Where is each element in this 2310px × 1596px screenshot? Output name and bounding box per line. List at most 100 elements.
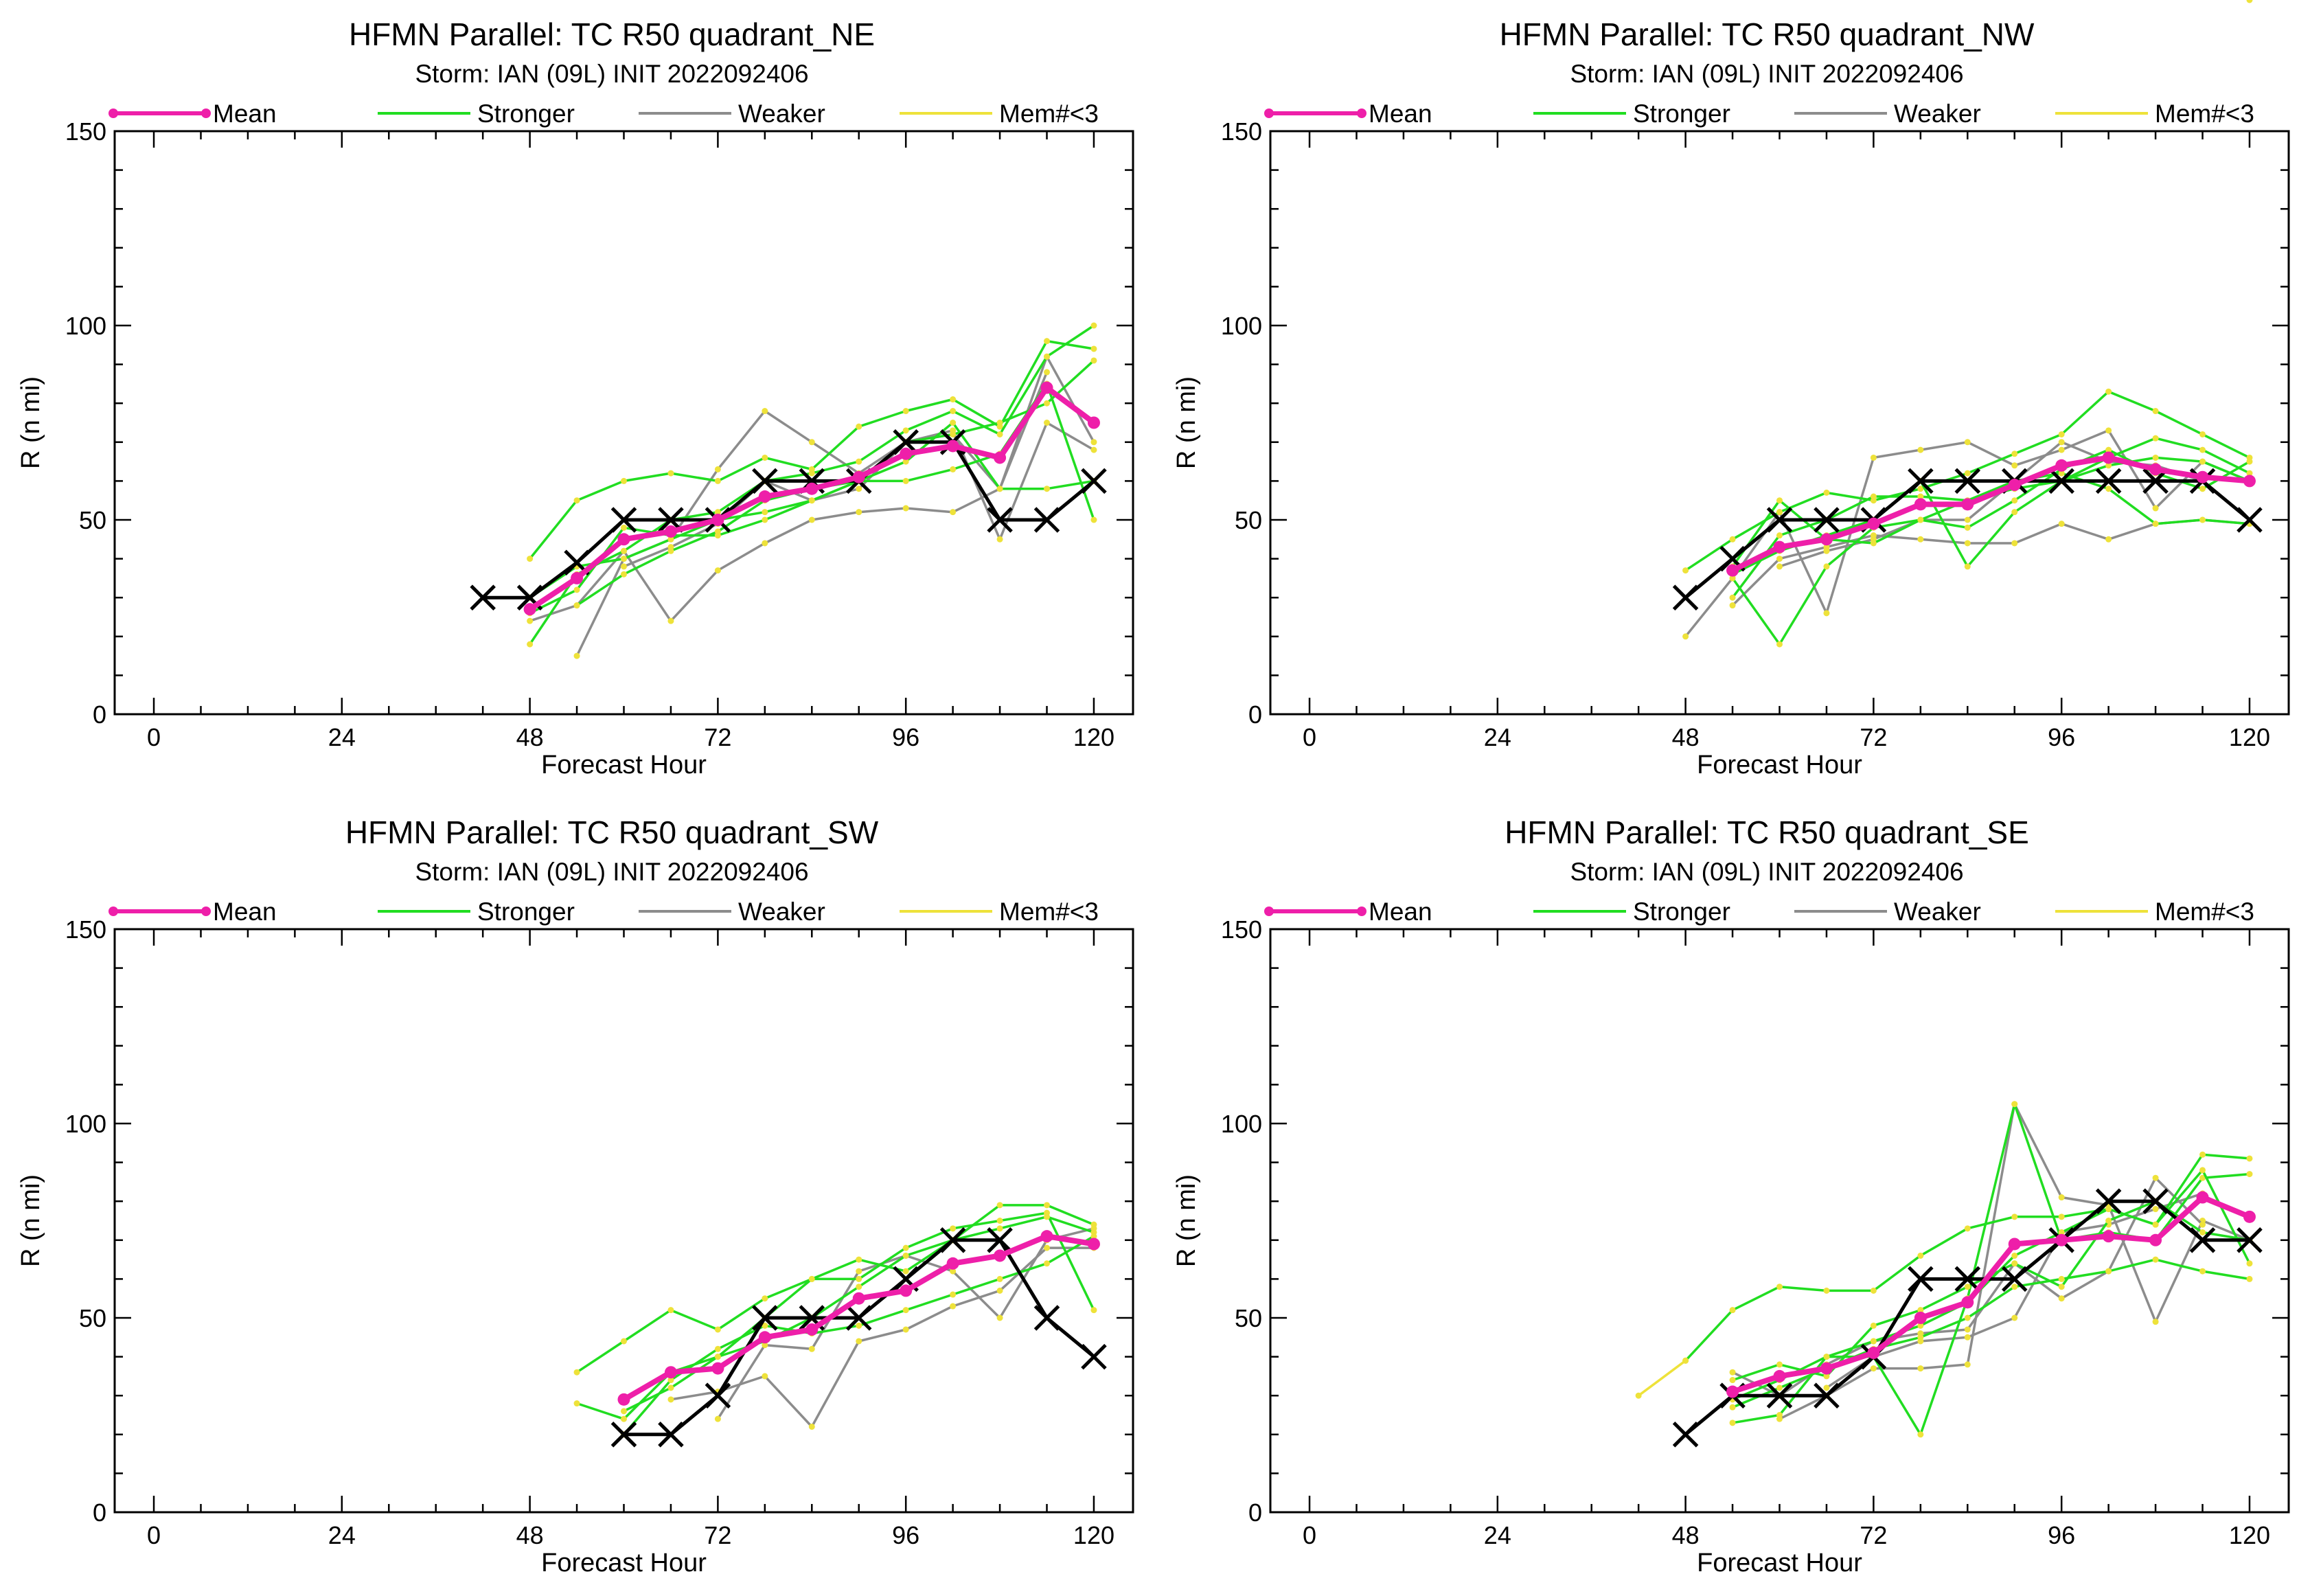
legend-item-mean: Mean bbox=[108, 898, 277, 926]
mean-point bbox=[617, 1393, 630, 1406]
stronger-member-point bbox=[714, 509, 721, 516]
stronger-member-point bbox=[2152, 1221, 2159, 1228]
mean-point bbox=[805, 1323, 819, 1336]
weaker-member-point bbox=[2152, 505, 2159, 512]
stronger-member-point bbox=[902, 408, 909, 415]
best-track-marker bbox=[1908, 1266, 1934, 1292]
stronger-member-point bbox=[996, 1275, 1003, 1282]
x-axis-label: Forecast Hour bbox=[1697, 751, 1862, 779]
stronger-member-point bbox=[2011, 1284, 2018, 1290]
x-tick-label: 24 bbox=[1484, 1521, 1511, 1549]
weaker-member-point bbox=[1964, 1361, 1971, 1368]
stronger-member-point bbox=[762, 1295, 768, 1302]
mean-point bbox=[2008, 1238, 2021, 1251]
stronger-member-point bbox=[1917, 1307, 1924, 1314]
x-tick-label: 96 bbox=[892, 723, 919, 751]
weaker-member-point bbox=[1870, 454, 1877, 461]
stronger-member-line bbox=[576, 1204, 1095, 1373]
weaker-member-point bbox=[1870, 1365, 1877, 1372]
stronger-member-point bbox=[902, 1307, 909, 1314]
member-lt3-line bbox=[1638, 1359, 1686, 1397]
best-track-marker bbox=[1672, 584, 1699, 611]
mean-point bbox=[1040, 381, 1053, 394]
mean-point bbox=[2243, 1210, 2256, 1223]
legend-label: Mean bbox=[213, 898, 277, 926]
stronger-member-point bbox=[902, 1244, 909, 1251]
stronger-member-point bbox=[2011, 1101, 2018, 1108]
weaker-member-point bbox=[1776, 556, 1783, 562]
chart-title: HFMN Parallel: TC R50 quadrant_NW bbox=[1500, 16, 2035, 52]
stronger-member-point bbox=[1729, 1420, 1736, 1426]
legend-item-mean: Mean bbox=[1264, 100, 1432, 128]
stronger-member-point bbox=[1044, 400, 1051, 407]
weaker-member-point bbox=[667, 617, 674, 624]
weaker-member-point bbox=[2058, 1194, 2065, 1201]
weaker-member-point bbox=[950, 509, 957, 516]
mean-point bbox=[2055, 459, 2068, 472]
y-tick-label: 100 bbox=[65, 1110, 106, 1138]
legend-item-mem-3: Mem#<3 bbox=[2055, 100, 2254, 128]
stronger-member-point bbox=[2246, 470, 2253, 477]
stronger-member-point bbox=[1044, 486, 1051, 492]
y-tick-label: 150 bbox=[1221, 915, 1262, 944]
best-track-marker bbox=[939, 1227, 966, 1253]
stronger-member-point bbox=[714, 1326, 721, 1333]
stronger-member-point bbox=[621, 556, 627, 562]
stronger-member-point bbox=[762, 454, 768, 461]
stronger-member-point bbox=[1776, 1384, 1783, 1391]
mean-point bbox=[1040, 1230, 1053, 1243]
mean-point bbox=[2102, 451, 2115, 464]
legend-marker bbox=[1357, 109, 1366, 118]
mean-point bbox=[994, 1249, 1007, 1262]
legend-marker bbox=[201, 907, 211, 916]
best-track-marker bbox=[987, 1227, 1013, 1253]
weaker-member-point bbox=[902, 505, 909, 512]
stronger-member-line bbox=[1732, 1258, 2250, 1409]
stronger-member-point bbox=[667, 470, 674, 477]
weaker-member-point bbox=[762, 540, 768, 547]
stronger-member-point bbox=[714, 532, 721, 539]
legend-item-weaker: Weaker bbox=[639, 100, 825, 128]
weaker-member-line bbox=[670, 1246, 1094, 1428]
legend-item-weaker: Weaker bbox=[1794, 898, 1981, 926]
mean-point bbox=[1087, 1238, 1100, 1251]
weaker-member-point bbox=[621, 563, 627, 570]
chart-panel-3: HFMN Parallel: TC R50 quadrant_SW Storm: … bbox=[16, 814, 1134, 1577]
legend-marker bbox=[1264, 907, 1274, 916]
x-tick-label: 0 bbox=[1303, 723, 1316, 751]
series-group bbox=[1635, 0, 2263, 1448]
weaker-member-point bbox=[856, 1338, 862, 1345]
mean-point bbox=[758, 490, 771, 503]
mean-line bbox=[1731, 1194, 2251, 1395]
stronger-member-point bbox=[996, 431, 1003, 437]
legend-item-mean: Mean bbox=[108, 100, 277, 128]
stronger-member-point bbox=[2011, 1252, 2018, 1259]
x-tick-label: 72 bbox=[1860, 1521, 1887, 1549]
x-axis-label: Forecast Hour bbox=[541, 751, 707, 779]
stronger-member-point bbox=[950, 466, 957, 472]
stronger-member-point bbox=[1090, 345, 1097, 352]
stronger-member-point bbox=[1090, 1307, 1097, 1314]
x-tick-label: 0 bbox=[147, 723, 161, 751]
stronger-member-point bbox=[1682, 567, 1689, 574]
stronger-member-point bbox=[1823, 489, 1830, 496]
weaker-member-point bbox=[1090, 446, 1097, 453]
stronger-member-point bbox=[2199, 1151, 2206, 1158]
legend-label: Weaker bbox=[738, 100, 825, 128]
member-lt3-point bbox=[1682, 1357, 1689, 1364]
stronger-member-point bbox=[1917, 1431, 1924, 1438]
stronger-member-point bbox=[667, 1307, 674, 1314]
legend-item-weaker: Weaker bbox=[1794, 100, 1981, 128]
stronger-member-point bbox=[1729, 1377, 1736, 1384]
stronger-member-point bbox=[2246, 1275, 2253, 1282]
stronger-member-point bbox=[573, 497, 580, 504]
stronger-member-point bbox=[1917, 493, 1924, 500]
legend-label: Weaker bbox=[1894, 898, 1981, 926]
y-tick-label: 0 bbox=[1248, 700, 1262, 729]
y-axis-label: R (n mi) bbox=[1172, 1174, 1201, 1267]
weaker-member-point bbox=[714, 567, 721, 574]
y-tick-label: 50 bbox=[1235, 1304, 1262, 1332]
stronger-member-point bbox=[1964, 1314, 1971, 1321]
mean-point bbox=[711, 514, 724, 526]
stronger-member-point bbox=[527, 556, 534, 562]
